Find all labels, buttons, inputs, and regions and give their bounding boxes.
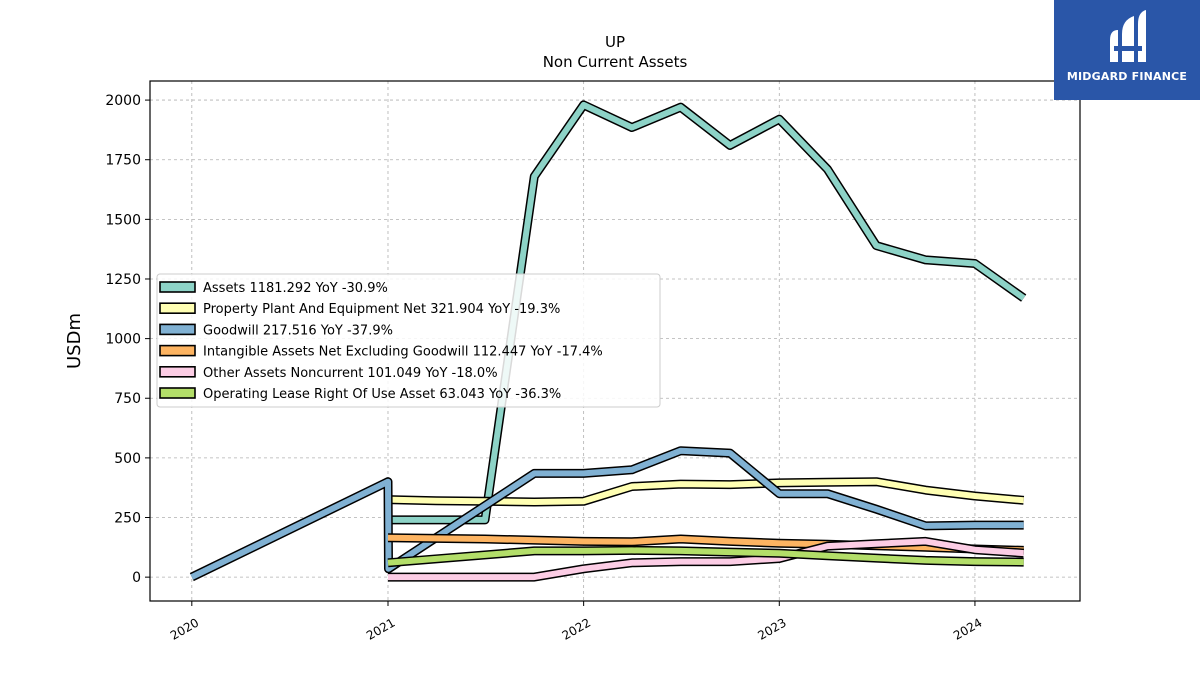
y-tick-label: 1250 — [105, 272, 141, 288]
y-tick-label: 500 — [114, 451, 141, 467]
y-tick-label: 2000 — [105, 93, 141, 109]
x-tick-label: 2023 — [755, 615, 788, 642]
y-tick-label: 750 — [114, 391, 141, 407]
x-tick-label: 2021 — [364, 615, 397, 642]
chart-subtitle: Non Current Assets — [543, 53, 688, 71]
legend-swatch — [159, 281, 196, 293]
legend-swatch — [159, 344, 196, 357]
series-line — [388, 538, 1024, 581]
brand-mark-icon — [1110, 10, 1146, 62]
legend-swatch — [159, 323, 196, 336]
legend-entry-label: Assets 1181.292 YoY -30.9% — [203, 281, 388, 296]
series-line — [387, 478, 1024, 505]
legend: Assets 1181.292 YoY -30.9% Property Plant… — [156, 273, 661, 408]
brand-name: MIDGARD FINANCE — [1066, 70, 1188, 83]
y-tick-label: 1000 — [105, 332, 141, 348]
legend-swatch — [159, 365, 196, 378]
chart-title: UP — [605, 33, 625, 51]
x-tick-label: 2024 — [951, 615, 984, 642]
legend-box — [156, 273, 661, 408]
x-tick-label: 2022 — [560, 615, 593, 642]
series-line — [388, 101, 1026, 523]
legend-entry-label: Other Assets Noncurrent 101.049 YoY -18.… — [203, 366, 498, 381]
y-tick-label: 250 — [114, 511, 141, 527]
series-line — [190, 447, 1024, 580]
legend-entry-label: Goodwill 217.516 YoY -37.9% — [203, 323, 393, 338]
legend-entry-label: Property Plant And Equipment Net 321.904… — [203, 302, 560, 317]
y-axis-ticks: 0 250 500 750 1000 1250 1500 1750 2000 — [105, 93, 150, 586]
x-tick-label: 2020 — [168, 615, 201, 642]
series-line — [387, 534, 1024, 554]
y-tick-label: 1750 — [105, 153, 141, 169]
y-tick-label: 0 — [132, 570, 141, 586]
series-line — [387, 547, 1024, 566]
x-axis-ticks: 2020 2021 2022 2023 2024 — [168, 601, 984, 643]
y-axis-label: USDm — [64, 313, 85, 369]
legend-swatch — [159, 387, 196, 399]
y-tick-label: 1500 — [105, 212, 141, 228]
brand-logo: MIDGARD FINANCE — [1054, 0, 1200, 100]
plot-frame — [149, 80, 1081, 602]
series-lines — [189, 100, 1027, 582]
legend-swatch — [159, 302, 196, 315]
legend-entry-label: Intangible Assets Net Excluding Goodwill… — [203, 345, 603, 360]
legend-entry-label: Operating Lease Right Of Use Asset 63.04… — [203, 387, 561, 402]
